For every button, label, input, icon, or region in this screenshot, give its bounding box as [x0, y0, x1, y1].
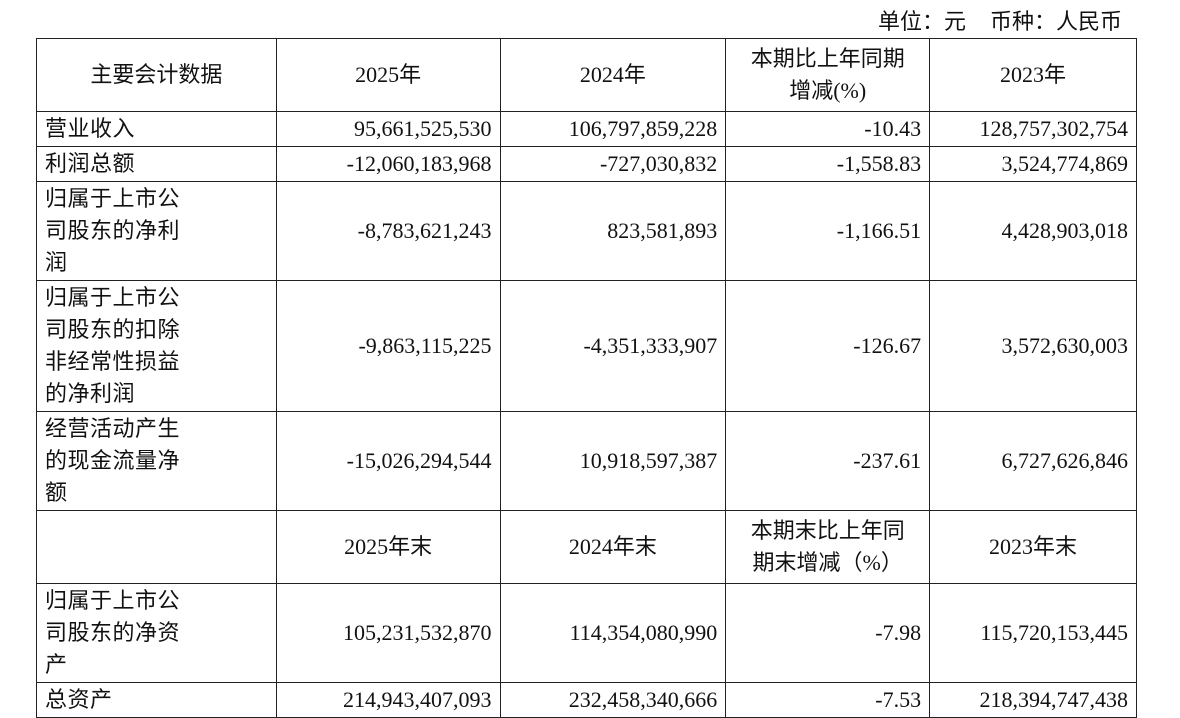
header-text: 本期末比上年同期末增减（%）: [750, 518, 905, 575]
unit-line: 单位：元 币种：人民币: [878, 4, 1122, 36]
value-text: 3,572,630,003: [1001, 333, 1129, 358]
header-text: 2023年: [1000, 62, 1067, 87]
value-text: -9,863,115,225: [358, 333, 492, 358]
value-text: -15,026,294,544: [346, 448, 492, 473]
unit-text: 币种：人民币: [989, 9, 1122, 34]
value-text: -4,351,333,907: [583, 333, 718, 358]
header-text: 主要会计数据: [90, 62, 223, 87]
header-cell: 2025年: [275, 38, 501, 112]
label-text: 营业收入: [45, 116, 136, 141]
header-text: 2025年: [355, 62, 422, 87]
row-label: 营业收入: [36, 111, 277, 147]
value-text: -727,030,832: [599, 151, 718, 176]
header-cell: 2024年末: [499, 510, 727, 584]
value-cell: -9,863,115,225: [275, 280, 501, 412]
header-text: 本期比上年同期增减(%): [750, 46, 905, 103]
value-cell: -12,060,183,968: [275, 146, 501, 182]
value-text: 4,428,903,018: [1001, 218, 1129, 243]
value-text: 106,797,859,228: [568, 116, 718, 141]
label-text: 归属于上市公司股东的净利润: [45, 186, 181, 275]
data-row: 营业收入 95,661,525,530 106,797,859,228 -10.43 1…: [36, 111, 1137, 147]
value-text: -126.67: [853, 333, 922, 358]
label-text: 归属于上市公司股东的扣除非经常性损益的净利润: [45, 285, 181, 406]
value-cell: 3,524,774,869: [929, 146, 1137, 182]
label-text: 利润总额: [45, 151, 136, 176]
header-text: 2025年末: [344, 534, 433, 559]
data-row: 利润总额 -12,060,183,968 -727,030,832 -1,558.83…: [36, 146, 1137, 182]
value-cell: 218,394,747,438: [929, 682, 1137, 718]
value-text: -1,558.83: [836, 151, 922, 176]
value-cell: -727,030,832: [499, 146, 727, 182]
value-cell: 128,757,302,754: [929, 111, 1137, 147]
value-cell: -7.53: [725, 682, 931, 718]
value-cell: -10.43: [725, 111, 931, 147]
row-label: 归属于上市公司股东的净利润: [36, 181, 277, 281]
value-cell: 214,943,407,093: [275, 682, 501, 718]
row-label: 利润总额: [36, 146, 277, 182]
data-row: 归属于上市公司股东的净资产 105,231,532,870 114,354,080,…: [36, 583, 1137, 683]
header-row: 2025年末 2024年末 本期末比上年同期末增减（%） 2023年末: [36, 510, 1137, 584]
value-cell: -126.67: [725, 280, 931, 412]
value-cell: 105,231,532,870: [275, 583, 501, 683]
row-label: 总资产: [36, 682, 277, 718]
value-text: 232,458,340,666: [568, 687, 718, 712]
header-cell: 2023年末: [929, 510, 1137, 584]
row-label: 归属于上市公司股东的扣除非经常性损益的净利润: [36, 280, 277, 412]
header-text: 2023年末: [989, 534, 1078, 559]
value-text: -10.43: [864, 116, 922, 141]
value-cell: -8,783,621,243: [275, 181, 501, 281]
data-row: 归属于上市公司股东的扣除非经常性损益的净利润 -9,863,115,225 -4,3…: [36, 280, 1137, 412]
value-cell: 114,354,080,990: [499, 583, 727, 683]
header-cell: 2025年末: [275, 510, 501, 584]
value-text: -1,166.51: [836, 218, 922, 243]
value-cell: -15,026,294,544: [275, 411, 501, 511]
value-text: -237.61: [853, 448, 922, 473]
data-row: 总资产 214,943,407,093 232,458,340,666 -7.53 21…: [36, 682, 1137, 718]
financial-table: 主要会计数据 2025年 2024年 本期比上年同期增减(%) 2023年营业收入 95,…: [36, 38, 1137, 718]
header-text: 2024年末: [568, 534, 657, 559]
value-cell: 4,428,903,018: [929, 181, 1137, 281]
value-cell: -1,558.83: [725, 146, 931, 182]
value-cell: 823,581,893: [499, 181, 727, 281]
value-cell: 10,918,597,387: [499, 411, 727, 511]
value-cell: 106,797,859,228: [499, 111, 727, 147]
header-cell: 2023年: [929, 38, 1137, 112]
value-text: 214,943,407,093: [343, 687, 492, 712]
row-label: 经营活动产生的现金流量净额: [36, 411, 277, 511]
value-cell: 3,572,630,003: [929, 280, 1137, 412]
value-cell: 95,661,525,530: [275, 111, 501, 147]
header-cell: [36, 510, 277, 584]
value-text: 10,918,597,387: [579, 448, 718, 473]
value-cell: -7.98: [725, 583, 931, 683]
data-row: 经营活动产生的现金流量净额 -15,026,294,544 10,918,597,3…: [36, 411, 1137, 511]
header-cell: 2024年: [499, 38, 727, 112]
value-text: 3,524,774,869: [1001, 151, 1129, 176]
value-cell: 115,720,153,445: [929, 583, 1137, 683]
value-cell: 232,458,340,666: [499, 682, 727, 718]
value-text: -8,783,621,243: [357, 218, 492, 243]
value-text: -12,060,183,968: [346, 151, 492, 176]
value-text: 218,394,747,438: [979, 687, 1129, 712]
header-cell: 本期末比上年同期末增减（%）: [725, 510, 931, 584]
label-text: 归属于上市公司股东的净资产: [45, 588, 181, 677]
value-text: -7.53: [875, 687, 922, 712]
header-cell: 主要会计数据: [36, 38, 277, 112]
row-label: 归属于上市公司股东的净资产: [36, 583, 277, 683]
data-row: 归属于上市公司股东的净利润 -8,783,621,243 823,581,893 -1…: [36, 181, 1137, 281]
value-text: 95,661,525,530: [354, 116, 492, 141]
page: 单位：元 币种：人民币 主要会计数据 2025年 2024年 本期比上年同期增减(%) 2…: [36, 4, 1137, 718]
header-cell: 本期比上年同期增减(%): [725, 38, 931, 112]
value-text: 6,727,626,846: [1001, 448, 1129, 473]
label-text: 经营活动产生的现金流量净额: [45, 416, 181, 505]
unit-text: 单位：元: [877, 9, 966, 34]
value-text: 823,581,893: [607, 218, 718, 243]
label-text: 总资产: [45, 687, 113, 712]
value-cell: -1,166.51: [725, 181, 931, 281]
value-cell: 6,727,626,846: [929, 411, 1137, 511]
value-text: 128,757,302,754: [979, 116, 1129, 141]
header-row: 主要会计数据 2025年 2024年 本期比上年同期增减(%) 2023年: [36, 38, 1137, 112]
value-cell: -237.61: [725, 411, 931, 511]
value-cell: -4,351,333,907: [499, 280, 727, 412]
header-text: 2024年: [579, 62, 646, 87]
